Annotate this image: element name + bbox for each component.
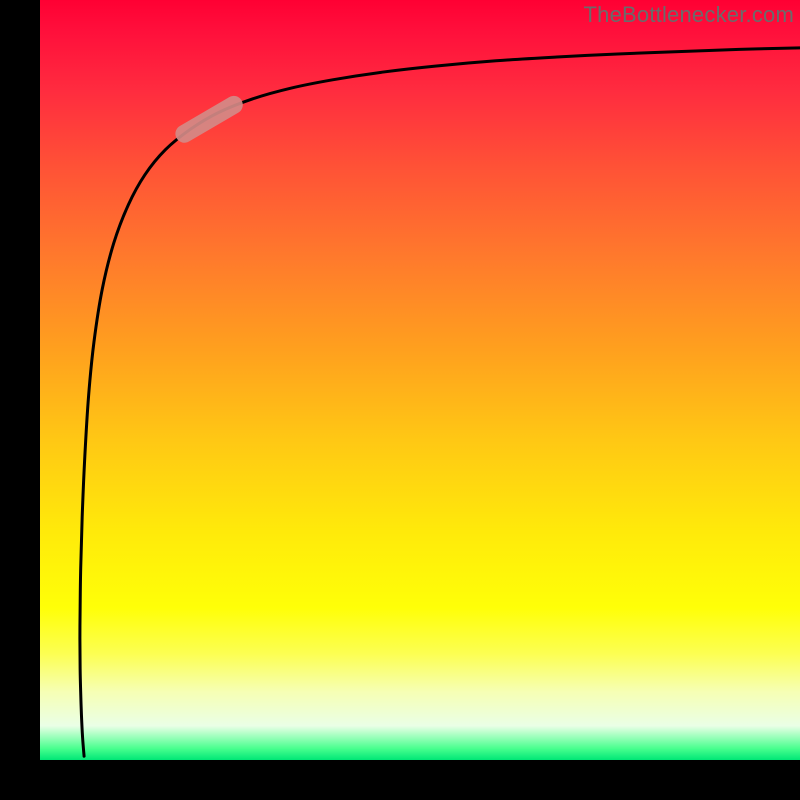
x-axis-bar xyxy=(0,760,800,800)
plot-background xyxy=(40,0,800,760)
y-axis-bar xyxy=(0,0,40,800)
bottleneck-chart xyxy=(0,0,800,800)
source-watermark: TheBottlenecker.com xyxy=(584,2,794,28)
chart-stage: TheBottlenecker.com xyxy=(0,0,800,800)
